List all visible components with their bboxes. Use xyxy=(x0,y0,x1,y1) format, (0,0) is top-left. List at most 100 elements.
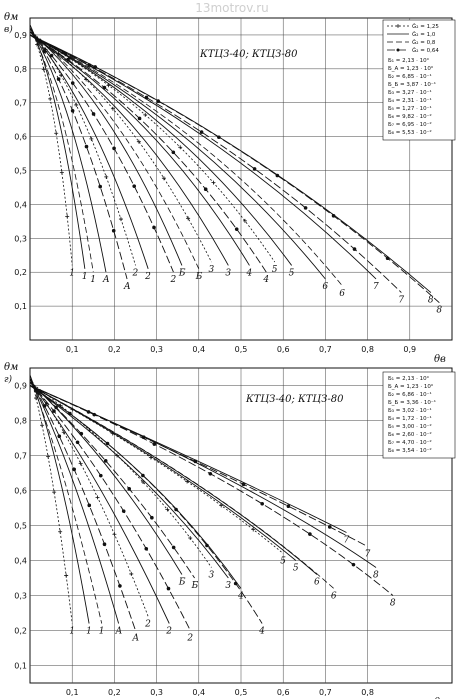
series-curves xyxy=(29,374,394,631)
series-line-4 xyxy=(29,34,267,273)
curve-label: 2 xyxy=(165,627,172,637)
curve-label: 6 xyxy=(339,289,345,299)
data-point xyxy=(242,218,247,223)
data-point xyxy=(233,581,238,586)
data-point xyxy=(70,108,75,113)
data-point xyxy=(150,515,154,520)
data-point xyxy=(42,404,47,408)
data-point xyxy=(98,184,102,189)
curve-label: 5 xyxy=(293,564,299,574)
curve-label: 1 xyxy=(90,275,96,285)
chart-panel-1: 0,1 0,2 0,3 0,4 0,5 0,6 0,7 0,8 0,9 0,1 0,2 0,3 0,4 0… xyxy=(4,12,456,365)
y-tick-label: 0,4 xyxy=(14,557,27,566)
curve-label: 7 xyxy=(398,296,404,306)
data-point xyxy=(208,471,213,476)
data-point xyxy=(141,473,145,478)
data-point xyxy=(211,180,216,185)
data-point xyxy=(105,441,110,446)
series-line-Б xyxy=(29,381,195,579)
series-line-Б xyxy=(29,31,200,269)
chart-title: КТЦЗ-40; КТЦЗ-80 xyxy=(245,394,344,405)
data-point xyxy=(56,77,61,81)
curve-label: 1 xyxy=(69,268,75,278)
curve-label: 4 xyxy=(245,268,252,278)
data-point xyxy=(331,214,336,218)
curve-label: 8 xyxy=(373,571,379,581)
series-line-2 xyxy=(29,31,149,269)
data-point xyxy=(98,473,103,478)
curve-label: 3 xyxy=(225,581,231,591)
data-point xyxy=(143,112,148,117)
curve-label: 4 xyxy=(262,275,269,285)
data-point xyxy=(121,509,126,513)
series-line-1 xyxy=(29,24,86,269)
data-point xyxy=(74,102,79,107)
legend-param-label: Б₄ = 1,72 · 10⁻¹ xyxy=(388,415,432,422)
y-tick-label: 0,3 xyxy=(14,234,27,243)
legend-param-label: Б₈ = 3,54 · 10⁻² xyxy=(388,447,432,454)
curve-label: 3 xyxy=(208,265,214,275)
curve-label: 7 xyxy=(344,536,350,546)
series-line-A xyxy=(29,378,120,624)
y-tick-label: 0,4 xyxy=(14,200,27,209)
curve-label: A xyxy=(115,627,123,637)
y-tick-label: 0,6 xyxy=(14,133,27,142)
data-point xyxy=(351,562,356,567)
curve-label: Б xyxy=(178,268,186,278)
series-line-1 xyxy=(29,24,73,266)
data-point xyxy=(241,482,246,487)
data-point xyxy=(352,247,357,251)
series-line-8 xyxy=(29,34,440,304)
data-point xyxy=(72,467,76,472)
data-point xyxy=(64,573,69,578)
series-line-6 xyxy=(29,34,343,287)
data-point xyxy=(156,99,160,103)
data-point xyxy=(110,106,115,111)
data-point xyxy=(286,504,291,509)
data-point xyxy=(102,542,107,547)
y-tick-label: 0,8 xyxy=(14,417,27,426)
legend-param-label: Б₁ = 2,13 · 10⁰ xyxy=(388,57,430,64)
curve-label: Б xyxy=(191,581,199,591)
legend-style-label: Ĝ₂ = 1,0 xyxy=(412,31,436,38)
data-point xyxy=(234,227,239,231)
data-point xyxy=(303,206,308,210)
curve-label: A xyxy=(132,634,140,644)
data-point xyxy=(54,131,59,136)
data-point xyxy=(65,214,70,219)
curve-label: 1 xyxy=(69,627,75,637)
curve-label: A xyxy=(123,282,131,292)
data-point xyxy=(171,545,176,550)
curve-label: 2 xyxy=(144,272,151,282)
series-line-3 xyxy=(29,31,212,263)
data-point xyxy=(205,543,209,548)
grid-lines xyxy=(30,368,452,683)
series-line-Б xyxy=(29,31,183,266)
data-point xyxy=(112,146,116,151)
data-point xyxy=(171,150,176,155)
y-tick-label: 0,9 xyxy=(14,31,27,40)
y-tick-label: 0,7 xyxy=(14,99,27,108)
x-axis-label: θв xyxy=(434,354,446,365)
legend-style-label: Ĝ₂ = 0,64 xyxy=(412,47,439,54)
x-tick-label: 0,6 xyxy=(277,345,290,354)
legend-marker xyxy=(396,48,400,52)
series-line-A xyxy=(29,378,136,631)
data-point xyxy=(104,174,109,179)
series-line-6 xyxy=(29,385,318,575)
chart-panel-2: 0,1 0,2 0,3 0,4 0,5 0,6 0,7 0,8 0,1 0,2 0,3 0,4 0,5 0… xyxy=(4,362,456,699)
series-line-2 xyxy=(29,27,136,266)
series-line-2 xyxy=(29,31,174,273)
y-axis-label: θм xyxy=(4,12,18,23)
x-tick-label: 0,8 xyxy=(361,688,374,697)
curve-label: 8 xyxy=(390,599,396,609)
data-point xyxy=(40,423,45,428)
data-point xyxy=(59,170,64,175)
y-tick-label: 0,8 xyxy=(14,65,27,74)
series-line-A xyxy=(29,27,107,273)
curve-label: 1 xyxy=(99,627,105,637)
data-point xyxy=(41,67,46,72)
curve-label: 3 xyxy=(208,571,214,581)
